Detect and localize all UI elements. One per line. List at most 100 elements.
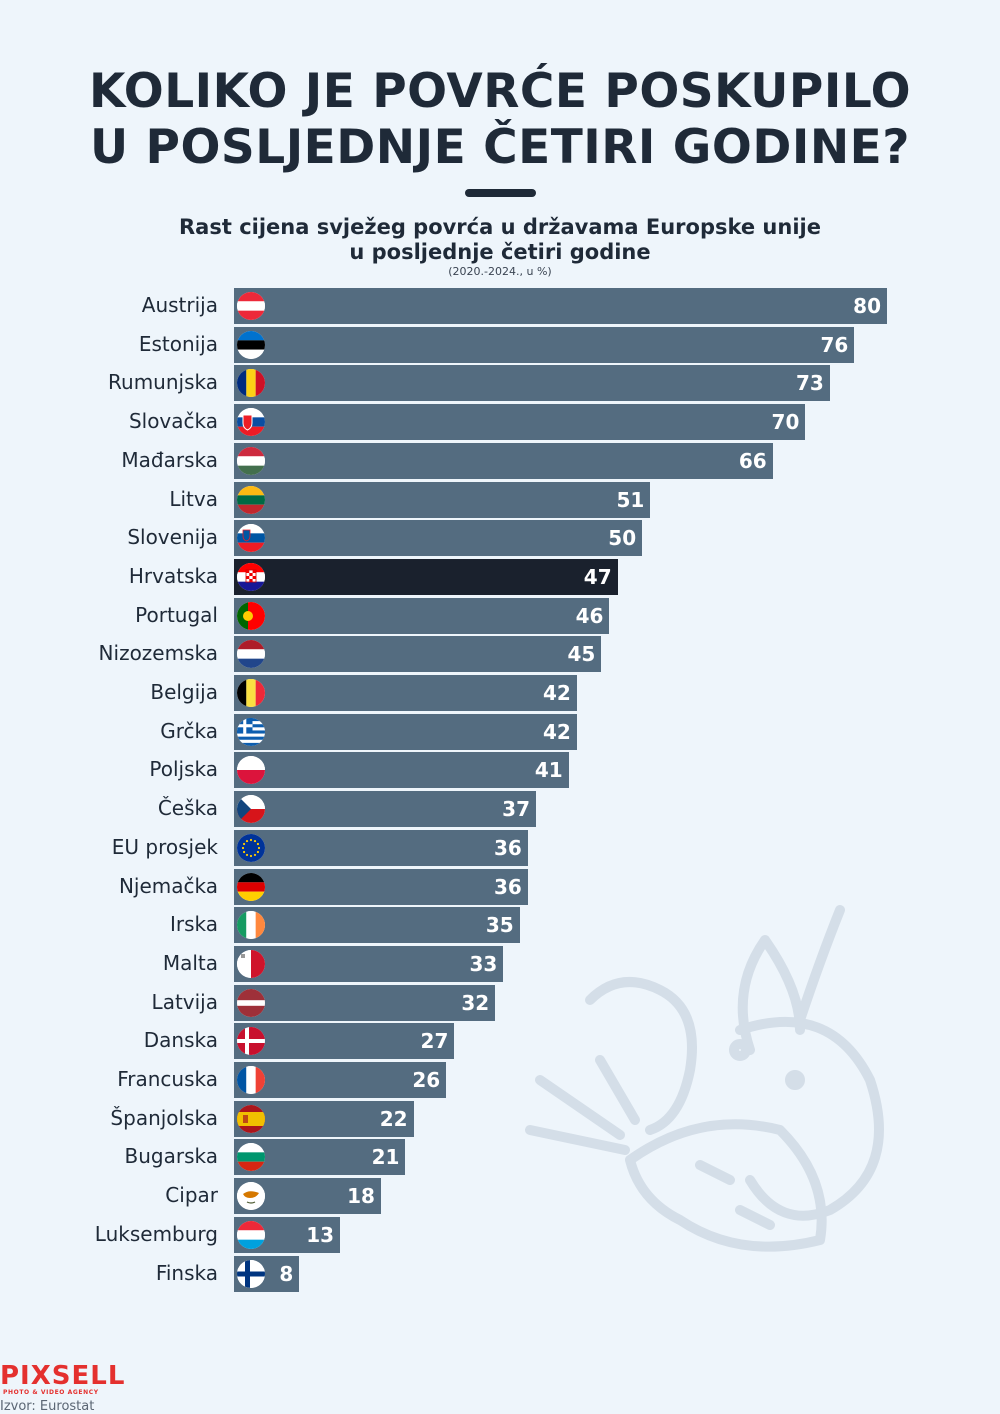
value-label-estonija: 76	[820, 332, 849, 357]
source-note: Izvor: Eurostat	[0, 1399, 95, 1414]
bar-rumunjska: 73	[234, 365, 830, 402]
bar-slovenija: 50	[234, 520, 643, 557]
bar-poljska: 41	[234, 752, 569, 789]
subtitle-line-2: u posljednje četiri godine	[349, 240, 651, 264]
bar-belgija: 42	[234, 675, 577, 711]
sk-flag-icon	[237, 408, 265, 437]
nl-flag-icon	[237, 640, 265, 669]
de-flag-icon	[237, 872, 265, 901]
value-label-slovenija: 50	[608, 526, 637, 551]
pl-flag-icon	[237, 756, 265, 785]
vegetables-watermark-icon	[525, 905, 884, 1252]
category-label-latvija: Latvija	[151, 989, 218, 1014]
bar-finska: 8	[234, 1255, 300, 1292]
category-label-ma-arska: Mađarska	[121, 447, 218, 472]
bar-irska: 35	[234, 907, 520, 944]
ro-flag-icon	[237, 369, 265, 398]
mt-flag-icon	[237, 949, 265, 978]
category-label-slovenija: Slovenija	[127, 525, 218, 550]
ie-flag-icon	[237, 911, 265, 940]
category-label-malta: Malta	[162, 950, 218, 975]
category-label-rumunjska: Rumunjska	[108, 370, 218, 395]
value-label-ma-arska: 66	[738, 448, 767, 473]
value-label-grc-ka: 42	[542, 719, 571, 744]
category-label-francuska: Francuska	[117, 1067, 218, 1091]
category-label-poljska: Poljska	[149, 757, 218, 782]
value-label-c-es-ka: 37	[502, 797, 530, 822]
value-label-austrija: 80	[853, 294, 881, 318]
unit-note: (2020.-2024., u %)	[448, 265, 552, 278]
title-divider	[465, 189, 536, 197]
page-title: KOLIKO JE POVRĆE POSKUPILO U POSLJEDNJE …	[0, 64, 1000, 176]
value-label-poljska: 41	[534, 758, 563, 783]
chart-subtitle: Rast cijena svježeg povrća u državama Eu…	[0, 215, 1000, 265]
value-label-cipar: 18	[347, 1184, 375, 1209]
hr-flag-icon	[237, 562, 265, 591]
value-label-eu-prosjek: 36	[494, 835, 522, 860]
lv-flag-icon	[237, 988, 265, 1017]
es-flag-icon	[237, 1104, 265, 1133]
pt-flag-icon	[237, 601, 265, 630]
bar-estonija: 76	[234, 326, 855, 363]
pixsell-logo: PIXSELL	[0, 1361, 126, 1391]
category-label-belgija: Belgija	[150, 680, 218, 704]
value-label-portugal: 46	[575, 603, 604, 628]
bar-latvija: 32	[234, 984, 496, 1021]
cz-flag-icon	[237, 795, 265, 824]
value-label-danska: 27	[420, 1029, 449, 1054]
be-flag-icon	[237, 679, 265, 707]
subtitle-line-1: Rast cijena svježeg povrća u državama Eu…	[179, 215, 821, 239]
category-label-c-es-ka: Češka	[157, 796, 218, 821]
category-label-danska: Danska	[143, 1028, 218, 1053]
category-label-luksemburg: Luksemburg	[94, 1221, 218, 1246]
category-label-bugarska: Bugarska	[124, 1144, 218, 1169]
value-label-belgija: 42	[542, 681, 571, 705]
hu-flag-icon	[237, 446, 265, 475]
value-label-finska: 8	[279, 1261, 294, 1286]
value-label-s-panjolska: 22	[379, 1106, 408, 1131]
category-label-estonija: Estonija	[138, 331, 218, 356]
value-label-latvija: 32	[461, 990, 490, 1015]
bar-s-panjolska: 22	[234, 1100, 414, 1137]
value-label-nizozemska: 45	[567, 642, 596, 667]
category-label-irska: Irska	[169, 912, 218, 937]
bg-flag-icon	[237, 1143, 265, 1172]
bar-litva: 51	[234, 481, 651, 518]
value-label-hrvatska: 47	[583, 564, 612, 589]
title-line-2: U POSLJEDNJE ČETIRI GODINE?	[89, 120, 911, 175]
value-label-litva: 51	[616, 487, 645, 512]
value-label-slovac-ka: 70	[771, 410, 800, 435]
category-label-hrvatska: Hrvatska	[128, 563, 218, 588]
bar-cipar: 18	[234, 1178, 381, 1215]
category-label-finska: Finska	[155, 1260, 218, 1285]
bar-ma-arska: 66	[234, 442, 773, 479]
title-line-1: KOLIKO JE POVRĆE POSKUPILO	[88, 64, 912, 119]
bar-francuska: 26	[234, 1062, 447, 1098]
category-label-eu-prosjek: EU prosjek	[111, 834, 218, 859]
category-label-cipar: Cipar	[165, 1183, 218, 1208]
bar-luksemburg: 13	[234, 1216, 341, 1253]
ee-flag-icon	[237, 330, 265, 359]
bar-eu-prosjek: 36	[234, 829, 528, 866]
cy-flag-icon	[237, 1182, 265, 1211]
fi-flag-icon	[237, 1259, 265, 1288]
bar-malta: 33	[234, 945, 504, 982]
value-label-rumunjska: 73	[796, 371, 824, 396]
bar-hrvatska: 47	[234, 558, 618, 595]
category-label-njemac-ka: Njemačka	[118, 873, 218, 898]
at-flag-icon	[237, 292, 265, 320]
value-label-irska: 35	[485, 913, 514, 938]
bar-danska: 27	[234, 1023, 455, 1060]
value-label-luksemburg: 13	[306, 1222, 335, 1247]
value-label-malta: 33	[469, 951, 498, 976]
gr-flag-icon	[237, 717, 265, 746]
value-label-francuska: 26	[412, 1068, 441, 1092]
category-label-austrija: Austrija	[141, 293, 218, 317]
dk-flag-icon	[237, 1027, 265, 1056]
si-flag-icon	[237, 524, 265, 553]
bar-nizozemska: 45	[234, 636, 602, 673]
bar-c-es-ka: 37	[234, 791, 536, 828]
bar-portugal: 46	[234, 597, 610, 634]
category-label-portugal: Portugal	[135, 602, 218, 627]
